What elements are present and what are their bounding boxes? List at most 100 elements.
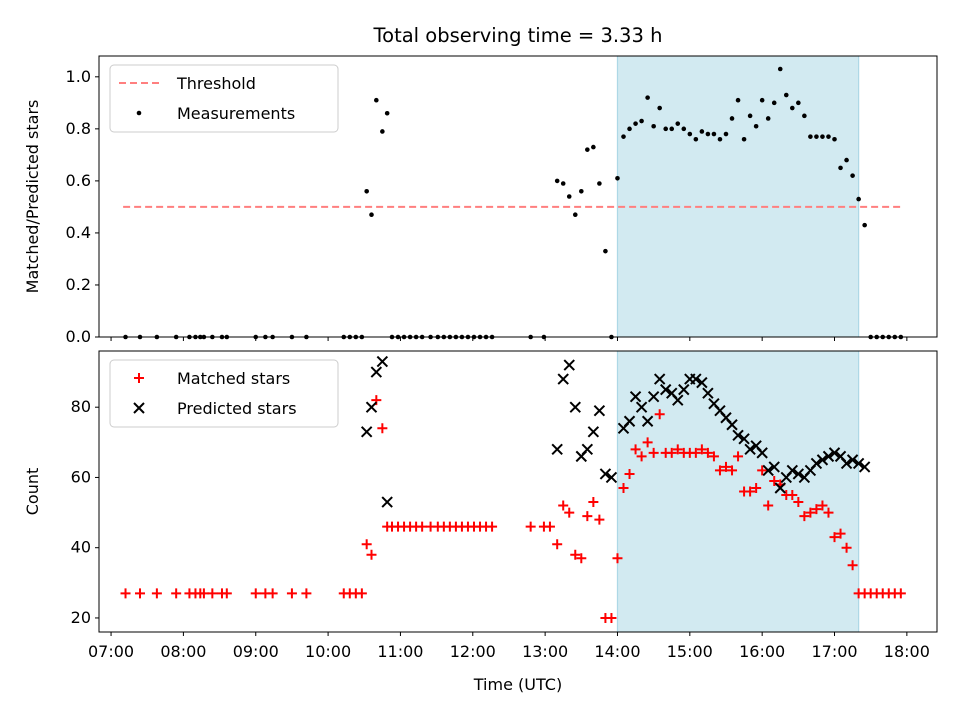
data-point xyxy=(690,373,702,385)
data-point xyxy=(623,415,636,427)
data-point xyxy=(641,415,654,427)
data-point xyxy=(687,131,693,137)
data-point xyxy=(733,451,744,462)
y-tick-label: 1.0 xyxy=(66,67,91,86)
data-point xyxy=(364,188,369,194)
data-point xyxy=(702,447,713,458)
series-matched-stars xyxy=(120,395,906,623)
data-point xyxy=(374,97,379,103)
data-point xyxy=(356,588,367,599)
data-point xyxy=(729,116,735,121)
data-point xyxy=(380,129,385,134)
data-point xyxy=(659,383,672,396)
data-point xyxy=(651,123,656,129)
data-point xyxy=(377,423,388,434)
data-point xyxy=(581,443,594,456)
legend-label: Threshold xyxy=(176,74,256,93)
data-point xyxy=(826,134,831,139)
data-point xyxy=(745,486,756,497)
data-point xyxy=(858,461,871,473)
data-point xyxy=(576,553,587,564)
data-point xyxy=(525,521,536,532)
data-point xyxy=(741,136,747,142)
x-tick-label: 12:00 xyxy=(450,642,496,661)
chart-panel-2: 20 40 60 80 07:00 08:00 09:00 10:00 11:00 12:00 13… xyxy=(23,350,938,694)
data-point xyxy=(629,390,642,403)
data-point xyxy=(657,105,662,111)
chart-panel-1: 0.0 0.2 0.4 0.6 0.8 1.0 Matched/Predicted star… xyxy=(23,24,938,346)
data-point xyxy=(811,504,822,515)
data-point xyxy=(832,136,837,142)
data-point xyxy=(633,121,638,126)
y-tick-label: 40 xyxy=(71,538,91,557)
data-point xyxy=(597,181,602,186)
data-point xyxy=(840,457,853,470)
y-tick-label: 0.8 xyxy=(66,119,91,138)
y-tick-label: 80 xyxy=(71,397,91,416)
data-point xyxy=(552,539,563,550)
data-point xyxy=(762,464,774,477)
data-point xyxy=(693,136,699,142)
data-point xyxy=(822,450,835,463)
x-tick-label: 09:00 xyxy=(233,642,279,661)
data-point xyxy=(207,588,218,599)
data-point xyxy=(663,126,669,132)
legend-swatch xyxy=(136,110,142,116)
data-point xyxy=(134,588,145,599)
data-point xyxy=(120,588,131,599)
data-point xyxy=(844,157,849,163)
data-point xyxy=(816,454,829,466)
data-point xyxy=(554,178,560,184)
data-point xyxy=(672,394,684,406)
data-point xyxy=(732,429,744,442)
data-point xyxy=(696,376,708,389)
shaded-span xyxy=(617,56,859,337)
data-point xyxy=(846,454,859,466)
legend-swatch xyxy=(133,402,145,414)
data-point xyxy=(769,475,780,486)
data-point xyxy=(723,131,729,137)
x-tick-label: 15:00 xyxy=(667,642,713,661)
data-point xyxy=(720,461,731,472)
data-point xyxy=(563,359,575,371)
data-point xyxy=(267,588,278,599)
data-point xyxy=(702,387,714,399)
data-point xyxy=(768,461,780,473)
data-point xyxy=(221,588,232,599)
data-point xyxy=(544,521,555,532)
y-tick-label: 60 xyxy=(71,467,91,486)
data-point xyxy=(569,401,581,413)
y-tick-label: 20 xyxy=(71,608,91,627)
data-point xyxy=(829,532,840,543)
legend: Threshold Measurements xyxy=(109,64,339,133)
data-point xyxy=(612,553,623,564)
legend-label: Matched stars xyxy=(177,369,290,388)
data-point xyxy=(777,66,783,72)
x-tick-label: 14:00 xyxy=(594,642,640,661)
data-point xyxy=(792,468,805,480)
data-point xyxy=(599,468,612,480)
data-point xyxy=(828,447,841,459)
data-point xyxy=(771,100,777,106)
data-point xyxy=(681,126,687,132)
data-point xyxy=(639,118,644,124)
data-point xyxy=(763,500,774,511)
data-point xyxy=(250,588,261,599)
data-point xyxy=(579,188,584,194)
data-point xyxy=(810,457,823,470)
data-point xyxy=(708,451,719,462)
data-point xyxy=(799,511,810,522)
data-point xyxy=(605,471,618,484)
data-point xyxy=(852,457,865,470)
data-point xyxy=(361,539,372,550)
data-point xyxy=(820,134,825,139)
x-tick-label: 17:00 xyxy=(811,642,857,661)
data-point xyxy=(572,212,578,218)
y-tick-label: 0.4 xyxy=(66,223,91,242)
data-point xyxy=(635,401,648,413)
data-point xyxy=(783,92,789,98)
data-point xyxy=(847,560,858,571)
data-point xyxy=(751,482,762,493)
data-point xyxy=(301,588,312,599)
data-point xyxy=(738,433,750,445)
